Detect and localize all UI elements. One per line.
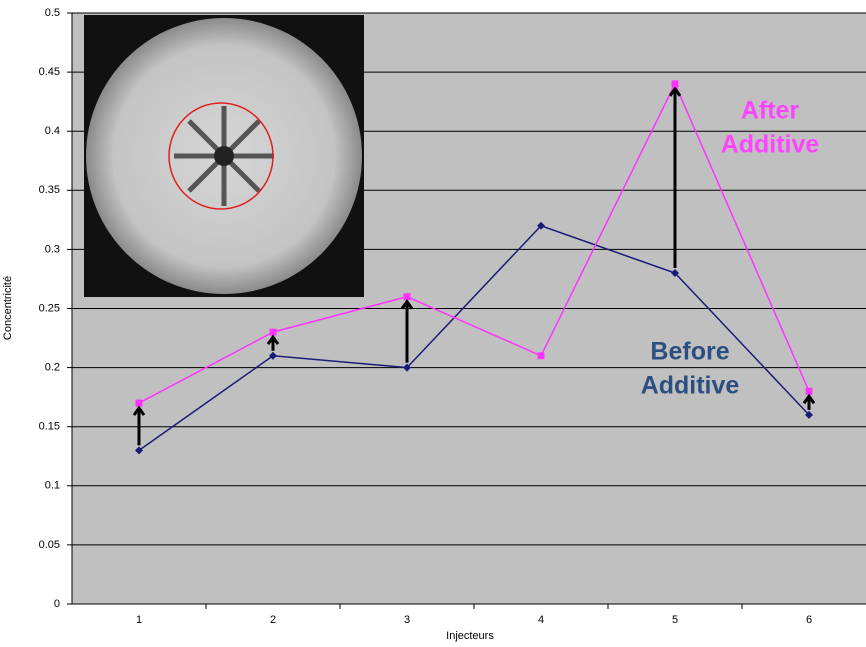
x-axis-label: Injecteurs [446, 630, 494, 642]
y-tick-label: 0.45 [39, 66, 60, 78]
y-tick-label: 0.35 [39, 184, 60, 196]
point [538, 352, 545, 359]
y-tick-label: 0.05 [39, 539, 60, 551]
y-tick-label: 0.1 [45, 480, 60, 492]
annotation: Before [650, 338, 729, 366]
y-tick-label: 0.3 [45, 243, 60, 255]
chart: Concentricité Injecteurs 0 0.05 0.1 0.15 0.2… [0, 0, 866, 647]
y-tick-label: 0.4 [45, 125, 60, 137]
x-tick-label: 5 [672, 614, 678, 626]
annotation: Additive [721, 131, 820, 159]
y-tick-label: 0.15 [39, 421, 60, 433]
page: Concentricité Injecteurs 0 0.05 0.1 0.15 0.2… [0, 0, 866, 647]
y-tick-label: 0.5 [45, 7, 60, 19]
x-tick-label: 2 [270, 614, 276, 626]
y-tick-label: 0.2 [45, 362, 60, 374]
x-tick-label: 6 [806, 614, 812, 626]
y-axis-label: Concentricité [2, 276, 14, 340]
x-tick-label: 4 [538, 614, 544, 626]
annotation: After [741, 97, 800, 125]
inset-image [84, 15, 364, 297]
y-tick-label: 0 [54, 598, 60, 610]
x-tick-label: 1 [136, 614, 142, 626]
y-tick-label: 0.25 [39, 302, 60, 314]
x-tick-label: 3 [404, 614, 410, 626]
annotation: Additive [641, 372, 740, 400]
